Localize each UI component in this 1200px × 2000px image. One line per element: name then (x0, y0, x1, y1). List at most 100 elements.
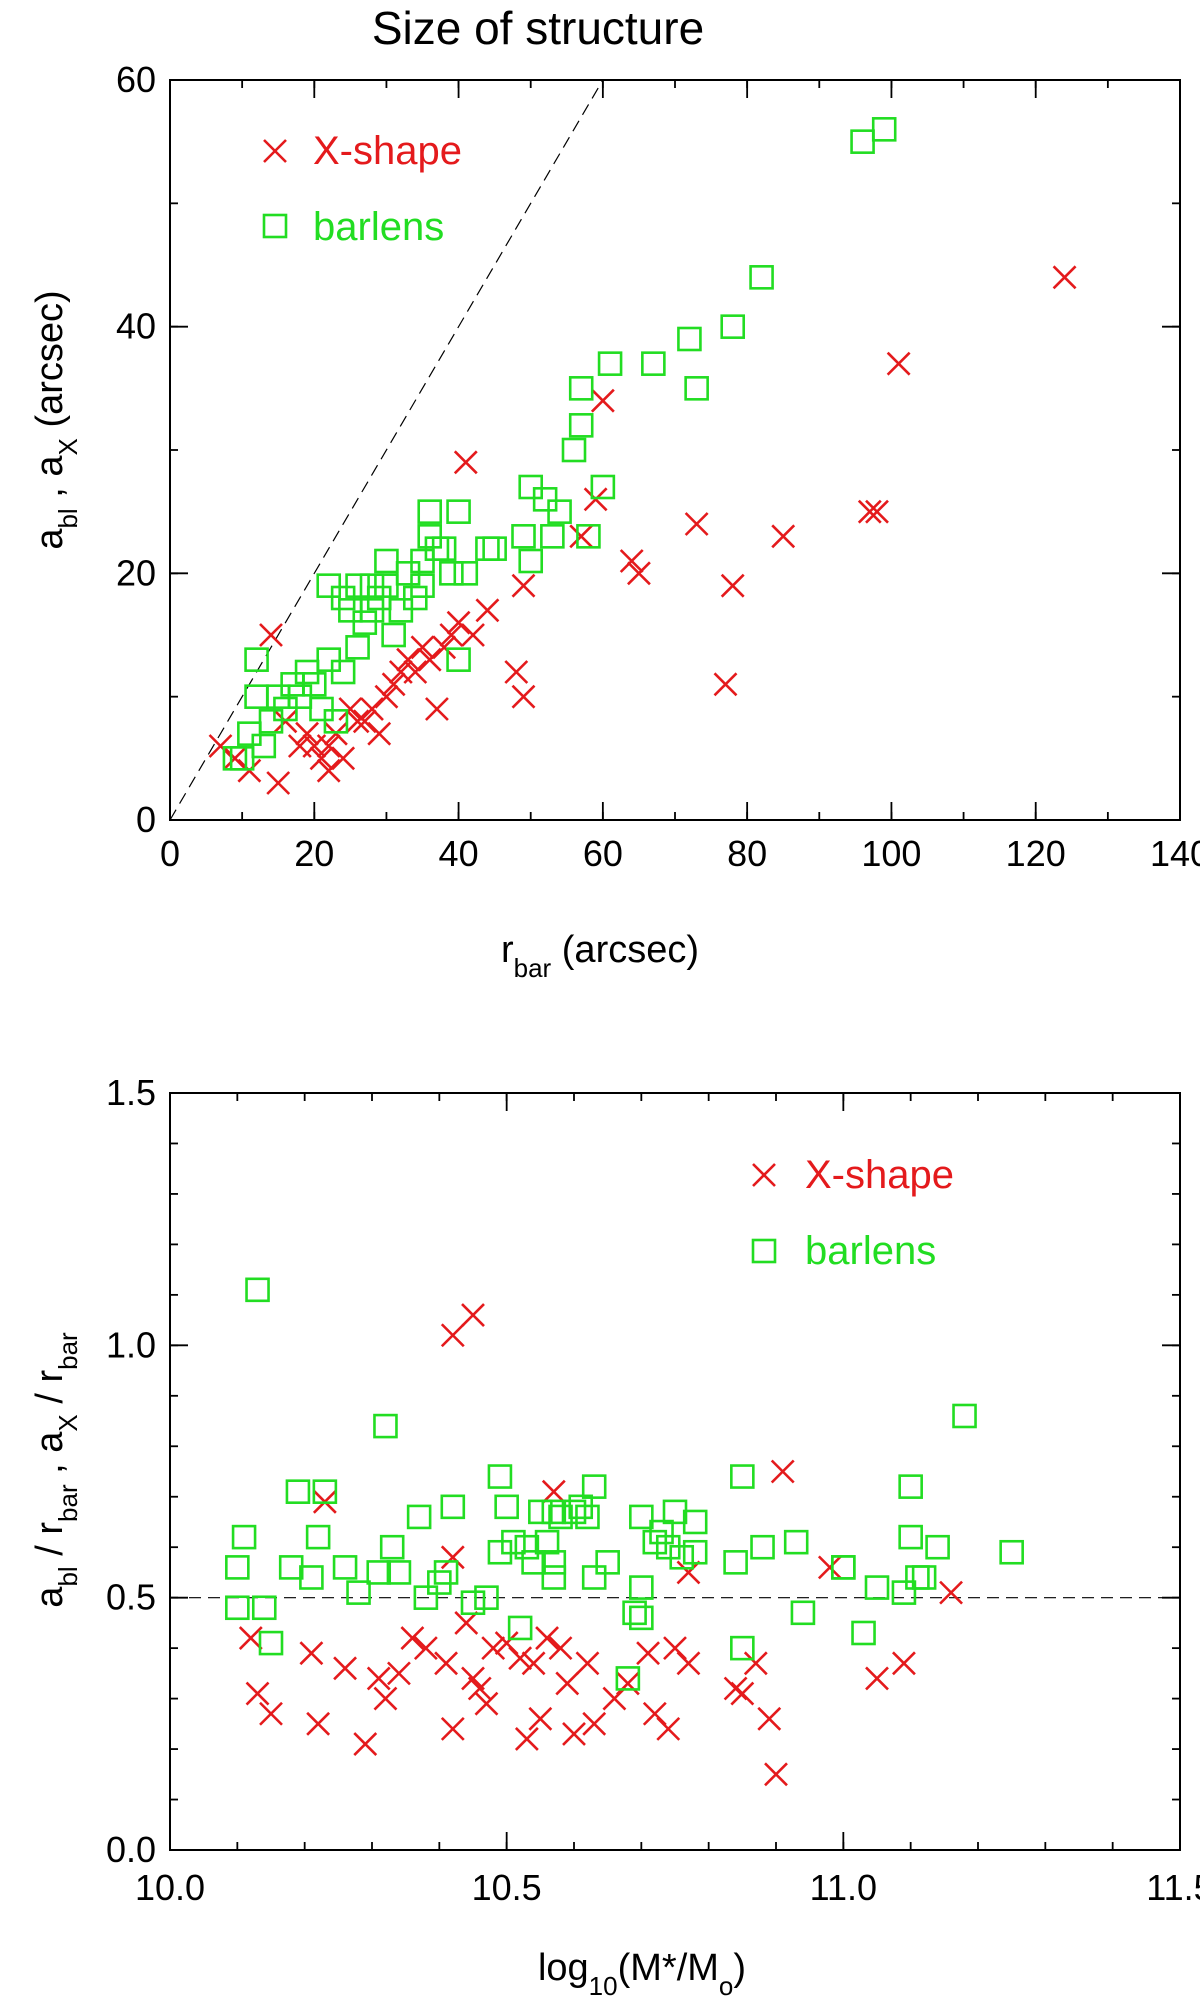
point-barlens (629, 1504, 654, 1530)
point-barlens (359, 598, 385, 623)
point-barlens (528, 1499, 553, 1525)
point-barlens (541, 1499, 567, 1525)
point-x-shape (583, 487, 608, 512)
point-barlens (911, 1565, 937, 1590)
point-barlens (379, 1534, 405, 1560)
point-x-shape (245, 1681, 270, 1706)
point-x-shape (481, 1636, 506, 1661)
chart-size-of-structure: Size of structure 0 20 40 60 80 100 120 140 0 20 4… (29, 2, 1200, 983)
point-barlens (999, 1539, 1024, 1565)
point-barlens (346, 1580, 371, 1605)
point-barlens (898, 1474, 923, 1499)
point-barlens (474, 1585, 499, 1610)
point-barlens (475, 536, 500, 561)
point-barlens (590, 474, 616, 500)
x-tick-label: 10.5 (472, 1867, 542, 1908)
point-x-shape (771, 524, 796, 549)
points-layer (225, 1277, 1024, 1787)
point-barlens (406, 1504, 432, 1530)
x-tick-label: 140 (1150, 833, 1200, 874)
point-barlens (541, 1550, 567, 1575)
point-barlens (345, 573, 370, 598)
point-barlens (265, 684, 291, 709)
point-x-shape (295, 721, 319, 746)
point-barlens (338, 598, 363, 623)
point-barlens (615, 1666, 641, 1691)
point-barlens (402, 585, 428, 611)
point-barlens (381, 622, 406, 648)
x-tick-label: 0 (160, 833, 180, 874)
legend: X-shape barlens (262, 129, 462, 249)
point-barlens (345, 635, 370, 660)
point-x-shape (440, 1545, 465, 1570)
point-barlens (309, 696, 334, 722)
point-barlens (374, 573, 399, 598)
point-barlens (237, 721, 262, 746)
point-x-shape (619, 549, 644, 573)
point-barlens (548, 1504, 573, 1530)
x-tick-label: 80 (727, 833, 767, 874)
point-x-shape (345, 709, 370, 734)
point-barlens (374, 548, 399, 574)
point-x-shape (403, 660, 428, 684)
point-x-shape (720, 573, 745, 598)
point-barlens (330, 585, 356, 611)
legend: X-shape barlens (751, 1153, 954, 1273)
point-x-shape (590, 388, 615, 413)
point-barlens (278, 1555, 304, 1580)
point-barlens (547, 499, 572, 524)
point-x-shape (582, 1711, 607, 1736)
point-x-shape (208, 734, 233, 758)
point-barlens (871, 117, 897, 142)
x-tick-label: 100 (861, 833, 921, 874)
point-barlens (677, 326, 702, 352)
point-x-shape (352, 709, 377, 734)
point-x-shape (511, 573, 536, 598)
point-barlens (864, 1575, 890, 1600)
point-barlens (433, 1560, 459, 1585)
ticks-layer: 10.0 10.5 11.0 11.5 0.0 0.5 1.0 1.5 (106, 1072, 1200, 1908)
point-x-shape (374, 684, 399, 709)
x-tick-label: 60 (583, 833, 623, 874)
y-tick-label: 60 (116, 59, 156, 100)
point-barlens (258, 1630, 284, 1656)
point-x-shape (387, 1661, 411, 1686)
point-x-shape (817, 1555, 842, 1580)
point-barlens (395, 561, 421, 586)
point-barlens (518, 548, 544, 574)
point-barlens (514, 1534, 540, 1560)
legend-label-x-shape: X-shape (805, 1153, 954, 1197)
point-x-shape (461, 623, 485, 647)
point-barlens (575, 1504, 600, 1530)
point-x-shape (562, 1722, 586, 1746)
point-x-shape (764, 1762, 788, 1787)
point-barlens (684, 376, 709, 401)
point-barlens (251, 733, 277, 759)
y-tick-label: 0.0 (106, 1829, 156, 1870)
point-x-shape (636, 1641, 660, 1666)
point-x-shape (223, 746, 247, 771)
point-x-shape (434, 1651, 458, 1676)
point-barlens (581, 1565, 607, 1590)
point-barlens (494, 1494, 519, 1520)
plot-frame (169, 1092, 1181, 1851)
point-barlens (424, 536, 450, 561)
point-barlens (294, 659, 320, 685)
point-x-shape (360, 697, 384, 721)
point-barlens (388, 598, 414, 623)
point-x-shape (410, 635, 435, 660)
point-x-shape (615, 1671, 640, 1696)
point-x-shape (676, 1651, 701, 1676)
point-x-shape (730, 1681, 755, 1706)
point-barlens (720, 314, 746, 339)
x-tick-label: 20 (294, 833, 334, 874)
point-barlens (541, 1565, 567, 1590)
point-barlens (330, 659, 356, 685)
point-barlens (662, 1499, 688, 1525)
point-barlens (446, 499, 471, 524)
point-x-shape (400, 1626, 425, 1650)
point-barlens (439, 561, 464, 586)
point-barlens (366, 1560, 392, 1585)
point-barlens (280, 672, 305, 697)
